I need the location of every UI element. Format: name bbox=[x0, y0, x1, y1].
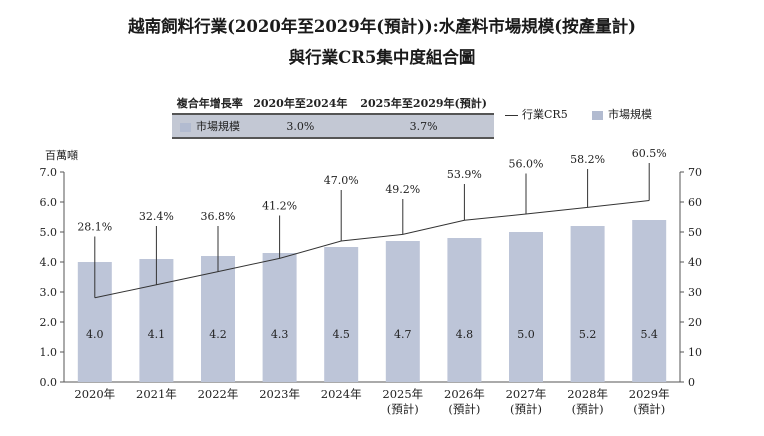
cr5-value-label: 53.9% bbox=[447, 168, 482, 181]
right-tick-label: 20 bbox=[688, 316, 702, 329]
left-tick-label: 1.0 bbox=[40, 346, 58, 359]
x-tick-label: 2026年 bbox=[444, 387, 485, 401]
cr5-value-label: 41.2% bbox=[262, 200, 297, 213]
left-tick-label: 3.0 bbox=[40, 286, 58, 299]
bar-value-label: 4.5 bbox=[332, 328, 350, 341]
right-tick-label: 60 bbox=[688, 196, 702, 209]
bar bbox=[509, 232, 543, 382]
bar bbox=[324, 247, 359, 382]
bar-value-label: 4.0 bbox=[86, 328, 104, 341]
x-tick-label: (預計) bbox=[633, 402, 665, 416]
cr5-value-label: 47.0% bbox=[324, 174, 359, 187]
bar-legend-icon bbox=[592, 110, 603, 120]
right-tick-label: 50 bbox=[688, 226, 702, 239]
right-tick-label: 30 bbox=[688, 286, 702, 299]
x-tick-label: (預計) bbox=[387, 402, 419, 416]
left-tick-label: 7.0 bbox=[40, 166, 58, 179]
right-tick-label: 40 bbox=[688, 256, 702, 269]
bar-value-label: 5.2 bbox=[579, 328, 597, 341]
right-tick-label: 70 bbox=[688, 166, 702, 179]
right-tick-label: 10 bbox=[688, 346, 702, 359]
bar bbox=[447, 238, 482, 382]
x-tick-label: 2023年 bbox=[259, 387, 300, 401]
cagr-data-row: 市場規模 3.0% 3.7% bbox=[172, 114, 494, 138]
chart-title-line1: 越南飼料行業(2020年至2029年(預計)):水產料市場規模(按產量計) bbox=[128, 17, 636, 36]
line-legend-icon bbox=[505, 114, 518, 116]
cagr-header-period1: 2020年至2024年 bbox=[247, 93, 354, 115]
x-tick-label: (預計) bbox=[572, 402, 604, 416]
cr5-value-label: 32.4% bbox=[139, 210, 174, 223]
x-tick-label: 2024年 bbox=[321, 387, 362, 401]
bar-value-label: 4.1 bbox=[148, 328, 166, 341]
left-tick-label: 5.0 bbox=[40, 226, 58, 239]
bar bbox=[385, 241, 420, 382]
chart-title-line2: 與行業CR5集中度組合圖 bbox=[288, 48, 476, 67]
x-tick-label: (預計) bbox=[510, 402, 542, 416]
bar-swatch-icon bbox=[180, 122, 191, 132]
bar bbox=[201, 256, 235, 382]
left-axis-unit: 百萬噸 bbox=[45, 149, 78, 162]
bar-value-label: 4.7 bbox=[394, 328, 412, 341]
x-tick-label: 2027年 bbox=[506, 387, 547, 401]
x-tick-label: 2022年 bbox=[198, 387, 239, 401]
legend-bar-label: 市場規模 bbox=[608, 108, 652, 121]
cr5-value-label: 36.8% bbox=[201, 210, 236, 223]
bar-value-label: 4.8 bbox=[456, 328, 474, 341]
x-tick-label: 2025年 bbox=[382, 387, 423, 401]
legend-line: 行業CR5 bbox=[505, 106, 568, 122]
cagr-table: 複合年增長率 2020年至2024年 2025年至2029年(預計) 市場規模 … bbox=[172, 93, 494, 139]
left-tick-label: 0.0 bbox=[40, 376, 58, 389]
cagr-row-label: 市場規模 bbox=[172, 114, 248, 138]
cr5-value-label: 58.2% bbox=[570, 153, 605, 166]
bar-value-label: 5.0 bbox=[517, 328, 535, 341]
x-tick-label: 2021年 bbox=[136, 387, 177, 401]
x-tick-label: (預計) bbox=[448, 402, 480, 416]
cr5-line bbox=[94, 200, 650, 299]
bar bbox=[262, 253, 297, 382]
cagr-header-row: 複合年增長率 2020年至2024年 2025年至2029年(預計) bbox=[172, 93, 494, 115]
legend-bar: 市場規模 bbox=[592, 106, 652, 122]
bar bbox=[632, 220, 667, 382]
legend-line-label: 行業CR5 bbox=[522, 108, 568, 121]
cr5-value-label: 56.0% bbox=[509, 158, 544, 171]
cr5-value-label: 49.2% bbox=[385, 183, 420, 196]
left-tick-label: 4.0 bbox=[40, 256, 58, 269]
cr5-value-label: 60.5% bbox=[632, 147, 667, 160]
cagr-row-label-text: 市場規模 bbox=[196, 120, 240, 133]
right-tick-label: 0 bbox=[688, 376, 695, 389]
bar-value-label: 5.4 bbox=[640, 328, 658, 341]
cagr-header-period2: 2025年至2029年(預計) bbox=[353, 93, 494, 115]
bar bbox=[570, 226, 605, 382]
bar-value-label: 4.2 bbox=[209, 328, 227, 341]
x-tick-label: 2020年 bbox=[74, 387, 115, 401]
cr5-value-label: 28.1% bbox=[77, 221, 112, 234]
x-tick-label: 2028年 bbox=[567, 387, 608, 401]
cagr-header-label: 複合年增長率 bbox=[172, 93, 248, 115]
left-tick-label: 2.0 bbox=[40, 316, 58, 329]
x-tick-label: 2029年 bbox=[629, 387, 670, 401]
cagr-value-period2: 3.7% bbox=[353, 114, 494, 138]
bar-value-label: 4.3 bbox=[271, 328, 289, 341]
cagr-value-period1: 3.0% bbox=[247, 114, 354, 138]
left-tick-label: 6.0 bbox=[40, 196, 58, 209]
